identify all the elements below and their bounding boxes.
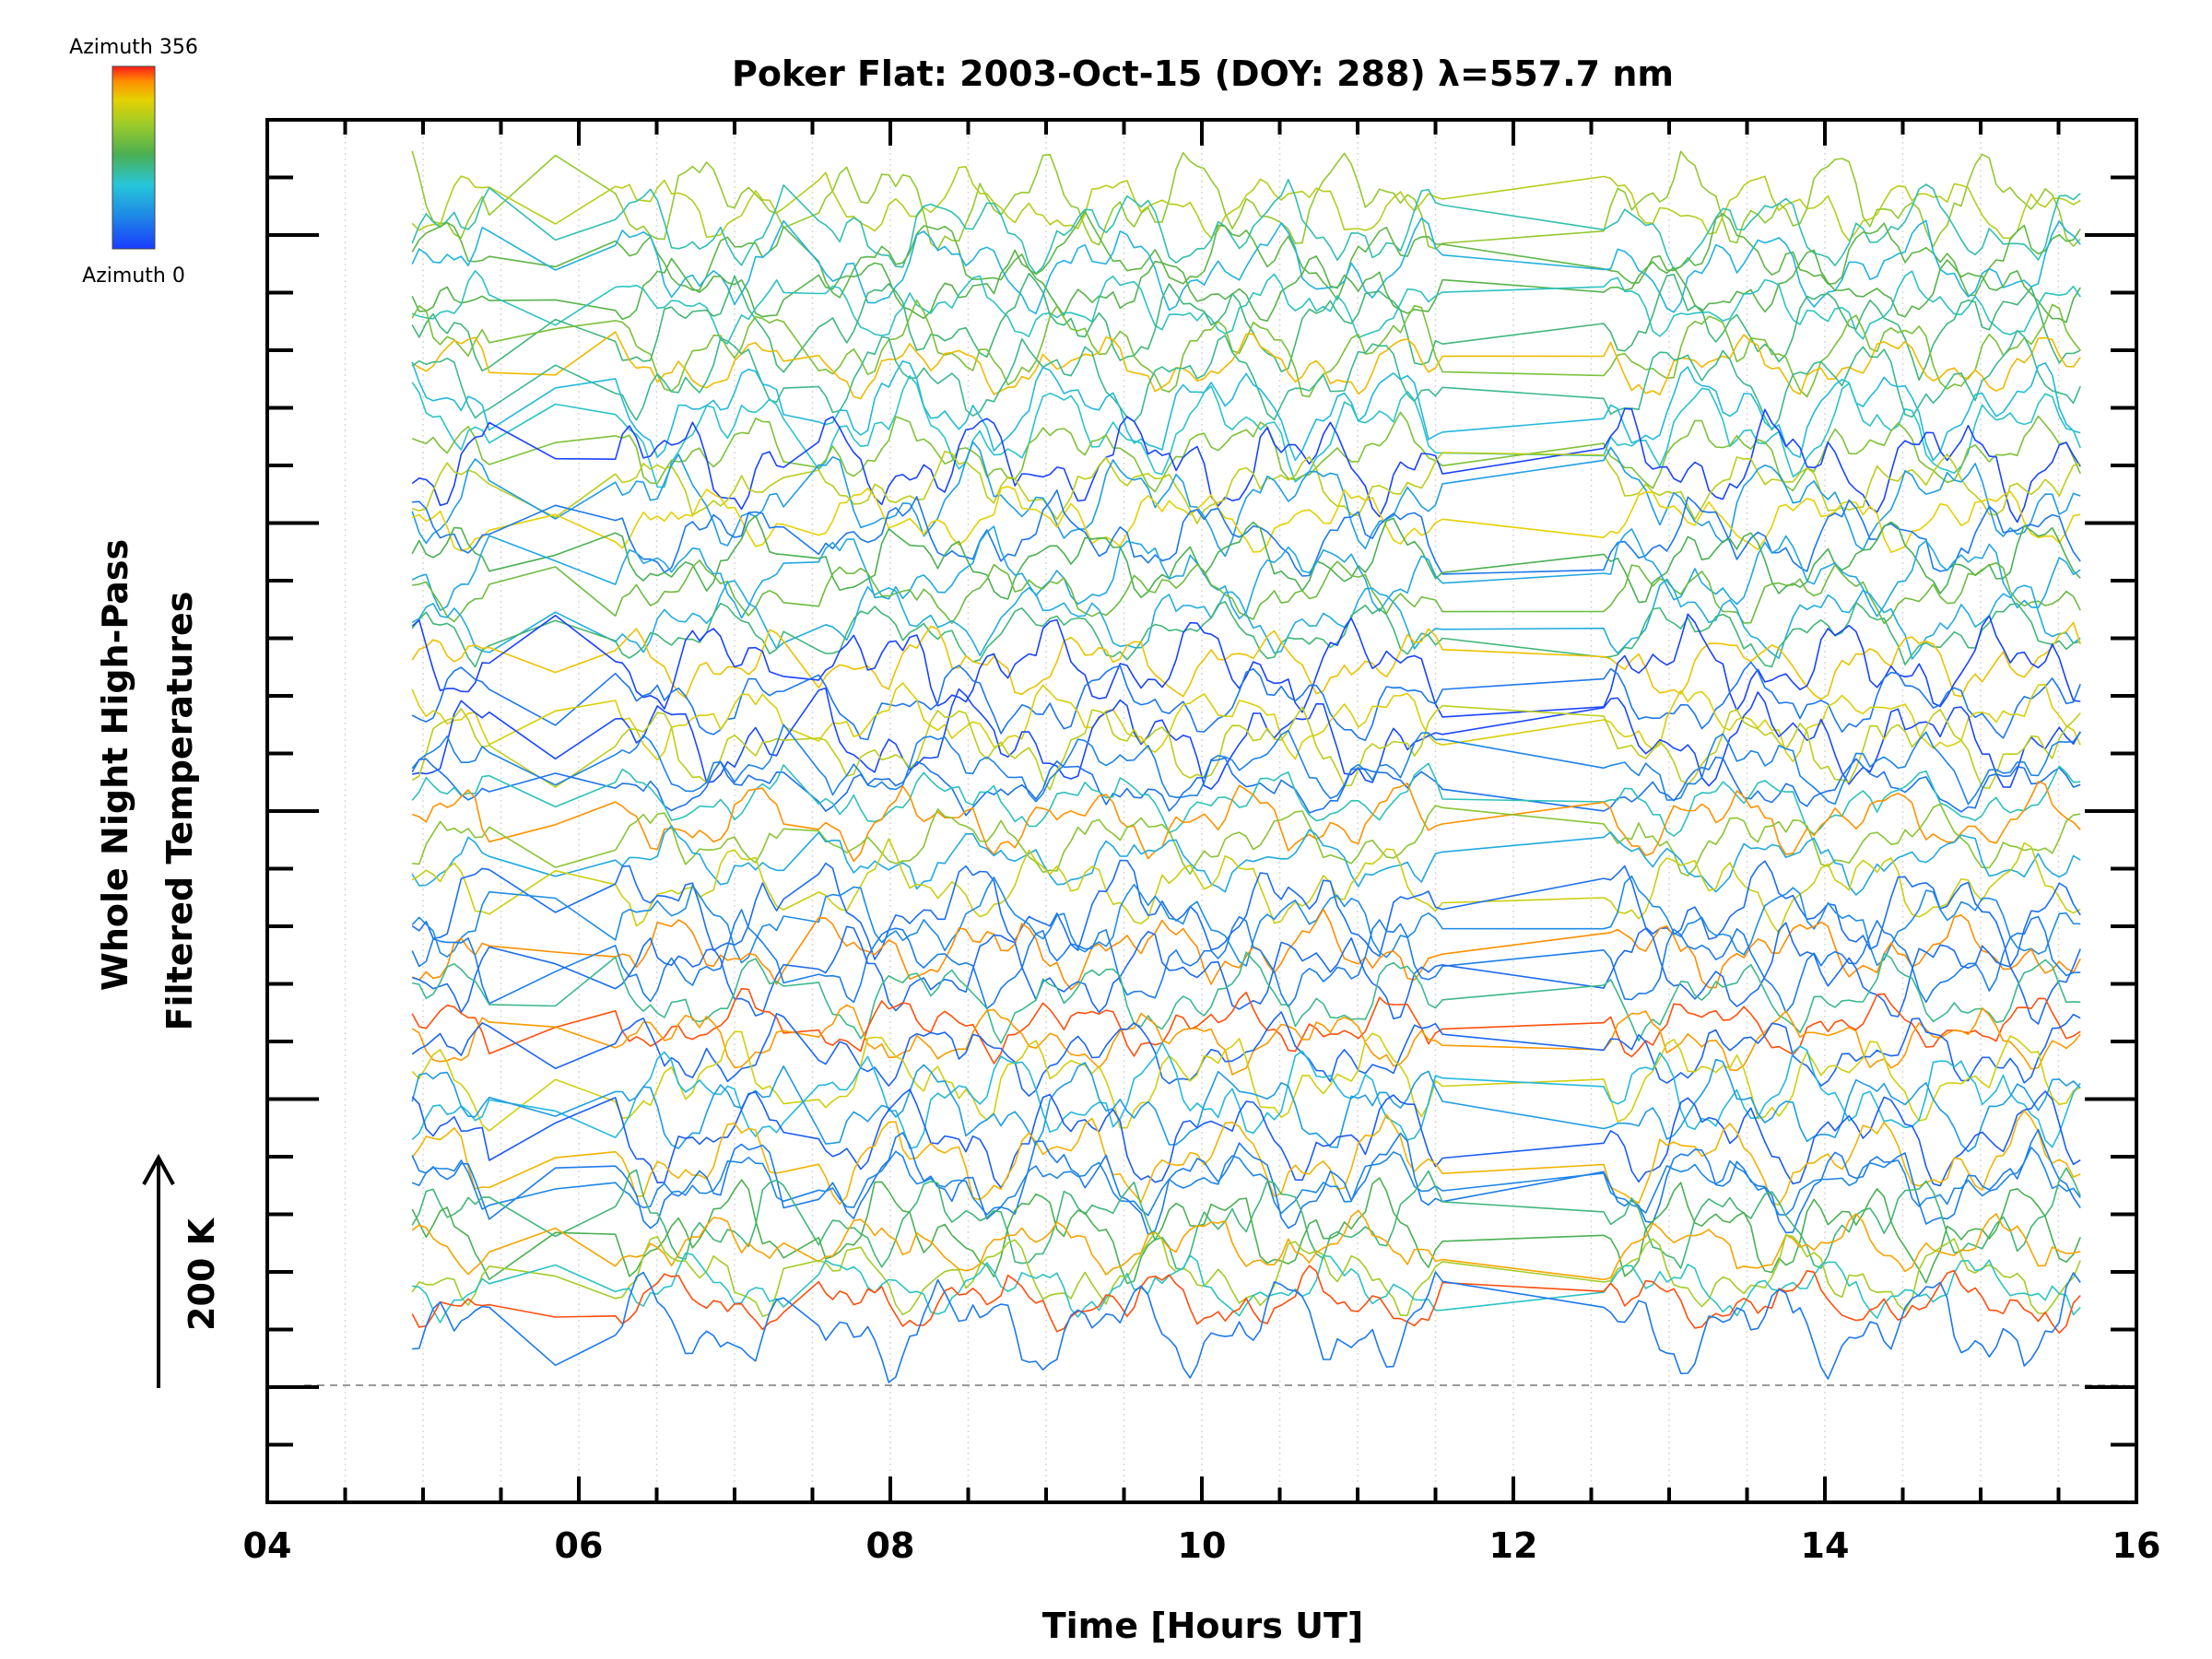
series-line xyxy=(411,1230,2081,1317)
colorbar-max-label: Azimuth 356 xyxy=(69,36,198,59)
x-tick-label: 04 xyxy=(243,1525,292,1566)
series-line xyxy=(411,825,2081,896)
series-line xyxy=(411,299,2081,398)
series-line xyxy=(411,1004,2081,1076)
series-line xyxy=(411,1177,2081,1285)
series-line xyxy=(411,1209,2081,1281)
series-line xyxy=(411,269,2081,345)
series-line xyxy=(411,1110,2081,1206)
series-line xyxy=(411,1088,2081,1189)
x-tick-label: 08 xyxy=(866,1525,915,1566)
series-line xyxy=(411,762,2081,837)
series-line xyxy=(412,1271,2081,1383)
series-line xyxy=(411,875,2081,967)
series-line xyxy=(411,331,2081,400)
series-line xyxy=(411,908,2081,991)
colorbar: Azimuth 356 Azimuth 0 xyxy=(69,36,198,288)
scale-indicator: 200 K xyxy=(142,1153,222,1388)
series-line xyxy=(411,1011,2081,1097)
x-tick-label: 10 xyxy=(1178,1525,1227,1566)
x-tick-label: 16 xyxy=(2112,1525,2161,1566)
grid-layer xyxy=(304,120,2124,1502)
series-line xyxy=(411,1128,2081,1236)
series-line xyxy=(411,514,2081,604)
colorbar-min-label: Azimuth 0 xyxy=(82,265,185,288)
series-line xyxy=(411,859,2081,968)
series-line xyxy=(412,1252,2081,1324)
series-line xyxy=(411,210,2081,301)
series-line xyxy=(411,781,2081,863)
series-line xyxy=(411,525,2081,620)
x-tick-label: 12 xyxy=(1489,1525,1538,1566)
series-line xyxy=(411,411,2081,493)
series-line xyxy=(411,987,2081,1065)
y-axis-label-line1: Whole Night High-Pass xyxy=(95,539,135,991)
series-line xyxy=(411,600,2081,668)
series-line xyxy=(411,272,2081,382)
series-line xyxy=(411,249,2081,324)
series-line xyxy=(411,756,2081,817)
x-tick-label: 14 xyxy=(1801,1525,1850,1566)
series-layer xyxy=(411,150,2081,1383)
x-axis-label: Time [Hours UT] xyxy=(1042,1606,1364,1646)
series-line xyxy=(411,150,2081,251)
series-line xyxy=(411,166,2081,241)
series-line xyxy=(411,922,2081,1025)
series-line xyxy=(411,1167,2081,1270)
axes-layer: 04 06 08 10 12 14 16 xyxy=(243,118,2161,1566)
series-line xyxy=(411,1147,2081,1217)
series-line xyxy=(412,559,2081,625)
series-line xyxy=(411,217,2081,315)
y-axis-label-line2: Filtered Temperatures xyxy=(159,592,200,1031)
series-line xyxy=(411,621,2081,700)
series-line xyxy=(411,374,2081,488)
series-line xyxy=(412,803,2081,877)
series-line xyxy=(411,179,2081,275)
series-line xyxy=(411,578,2081,660)
scale-label: 200 K xyxy=(182,1217,222,1331)
series-line xyxy=(411,329,2081,431)
series-line xyxy=(411,407,2081,524)
series-line xyxy=(412,951,2081,1044)
series-line xyxy=(412,489,2081,577)
series-line xyxy=(411,1265,2081,1334)
series-line xyxy=(411,724,2081,806)
series-line xyxy=(411,661,2081,742)
series-line xyxy=(412,687,2081,790)
series-line xyxy=(411,1030,2081,1132)
series-line xyxy=(411,441,2081,558)
series-line xyxy=(411,450,2081,524)
chart-title: Poker Flat: 2003-Oct-15 (DOY: 288) λ=557… xyxy=(732,53,1674,94)
scale-arrow-head xyxy=(142,1153,175,1185)
series-line xyxy=(411,704,2081,791)
series-line xyxy=(411,613,2081,718)
series-line xyxy=(411,909,2081,1014)
series-line xyxy=(411,838,2081,935)
series-line xyxy=(411,682,2081,763)
x-tick-label: 06 xyxy=(555,1525,604,1566)
colorbar-gradient xyxy=(112,65,156,250)
